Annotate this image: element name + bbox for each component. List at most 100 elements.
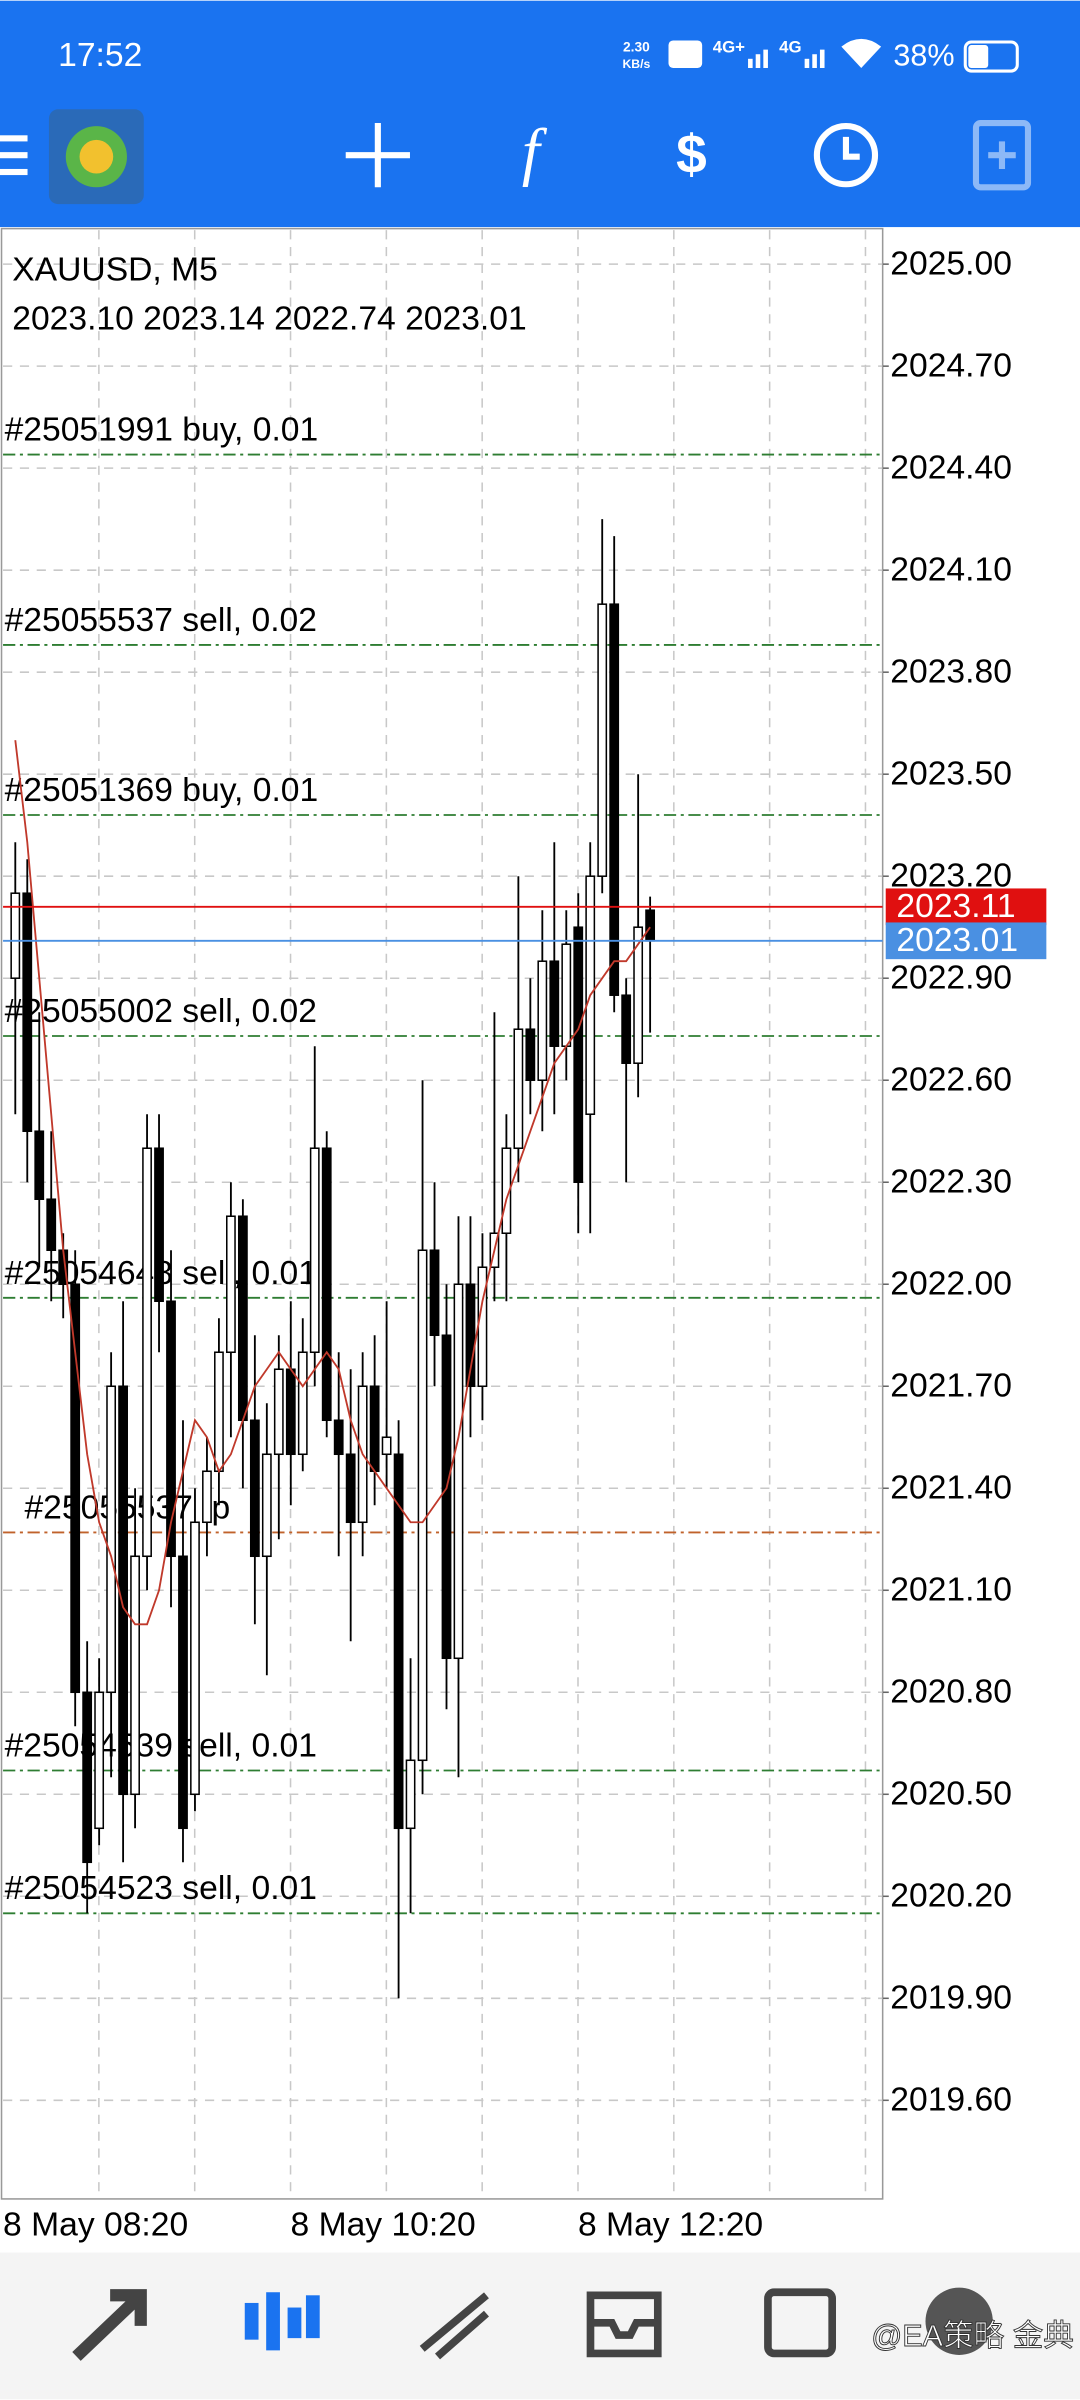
candle-body [22,892,33,1132]
candle-body [621,994,632,1064]
candle-body [118,1385,128,1796]
candle-body [70,1283,81,1694]
status-speed: 2.30 [623,40,650,55]
candle-body [130,1555,140,1796]
chart-title: XAUUSD, M5 [12,251,218,288]
candle-body [321,1147,332,1422]
messages-tab[interactable] [925,2287,993,2355]
x-tick-label: 8 May 10:20 [291,2206,476,2243]
candle-body [333,1419,344,1456]
status-network-1: 4G+ [713,38,745,57]
candle-body [417,1249,428,1762]
candle-body [549,960,560,1047]
menu-button[interactable] [0,135,28,176]
y-tick-label: 2022.00 [890,1266,1012,1303]
y-tick-label: 2020.80 [890,1674,1012,1711]
candle-body [297,1351,308,1456]
order-label: #25055537 sell, 0.02 [5,602,317,639]
candle-body [46,1198,57,1252]
candle-body [82,1691,93,1864]
y-tick-label: 2019.90 [890,1980,1012,2017]
candle-body [309,1147,320,1354]
candle-body [166,1300,176,1558]
watermark: @EA策略 金典 [871,2319,1074,2353]
y-tick-label: 2021.70 [890,1368,1012,1405]
hd-icon [668,40,703,68]
quotes-tab[interactable] [72,2289,147,2361]
battery-level [968,45,989,68]
candle-body [178,1555,188,1830]
battery-icon [963,40,1019,73]
candle-body [501,1147,512,1234]
signal-2 [804,49,825,68]
candle-body [249,1419,260,1558]
x-tick-label: 8 May 12:20 [578,2206,763,2243]
candle-body [94,1691,105,1830]
y-tick-label: 2020.50 [890,1776,1012,1813]
y-tick-label: 2022.30 [890,1164,1012,1201]
candle-body [453,1283,464,1660]
candle-body [465,1283,476,1388]
candle-body [202,1470,212,1524]
candle-body [513,1028,524,1149]
candle-body [10,892,21,979]
crosshair-button[interactable] [345,123,410,188]
candle-body [345,1453,356,1524]
candle-body [645,909,656,942]
y-tick-label: 2022.90 [890,960,1012,997]
chart: 2025.00 2024.70 2024.40 2024.10 2023.80 2023.… [3,230,1012,2243]
journal-tab[interactable] [764,2288,837,2358]
candle-body [441,1334,452,1660]
candle-body [214,1351,224,1473]
status-battery: 38% [893,38,954,72]
new-order-button[interactable] [972,120,1032,191]
y-tick-label: 2024.10 [890,552,1012,589]
bid-label: 2023.01 [896,922,1018,959]
history-tab[interactable] [586,2291,662,2358]
trade-button[interactable]: $ [676,123,707,185]
candle-body [261,1453,272,1558]
candle-body [106,1385,117,1694]
y-tick-label: 2024.70 [890,348,1012,385]
app-bar [0,0,1080,228]
y-tick-label: 2023.80 [890,654,1012,691]
candle-body [142,1147,152,1558]
candle-body [381,1436,392,1456]
status-time: 17:52 [58,37,142,74]
x-tick-label: 8 May 08:20 [3,2206,188,2243]
y-tick-label: 2020.20 [890,1878,1012,1915]
wifi-icon [841,38,882,68]
y-tick-label: 2025.00 [890,246,1012,283]
candle-body [393,1453,404,1830]
candle-body [190,1521,200,1796]
chart-ohlc: 2023.10 2023.14 2022.74 2023.01 [12,300,526,337]
order-label: #25051369 buy, 0.01 [5,772,319,809]
candle-body [525,1028,536,1081]
order-label: #25054539 sell, 0.01 [5,1727,317,1764]
candle-body [573,926,584,1183]
app-logo[interactable] [48,109,144,205]
candle-body [609,603,620,996]
period-button[interactable] [813,123,879,188]
candle-body [34,1130,45,1200]
candle-body [429,1249,440,1337]
candle-body [273,1368,284,1456]
candle-body [226,1215,236,1354]
trade-tab[interactable] [419,2292,489,2360]
order-label: #25054523 sell, 0.01 [5,1870,317,1907]
order-label: #25055002 sell, 0.02 [5,993,317,1030]
candle-body [561,943,572,1047]
y-tick-label: 2021.40 [890,1470,1012,1507]
chart-tab[interactable] [244,2292,320,2351]
y-tick-label: 2022.60 [890,1062,1012,1099]
y-tick-label: 2019.60 [890,2082,1012,2119]
candle-body [537,960,548,1081]
bottom-nav [0,2252,1080,2400]
signal-1 [748,49,768,68]
y-tick-label: 2024.40 [890,450,1012,487]
bid-tag [885,922,1047,960]
candle-body [597,603,608,877]
y-tick-label: 2021.10 [890,1572,1012,1609]
